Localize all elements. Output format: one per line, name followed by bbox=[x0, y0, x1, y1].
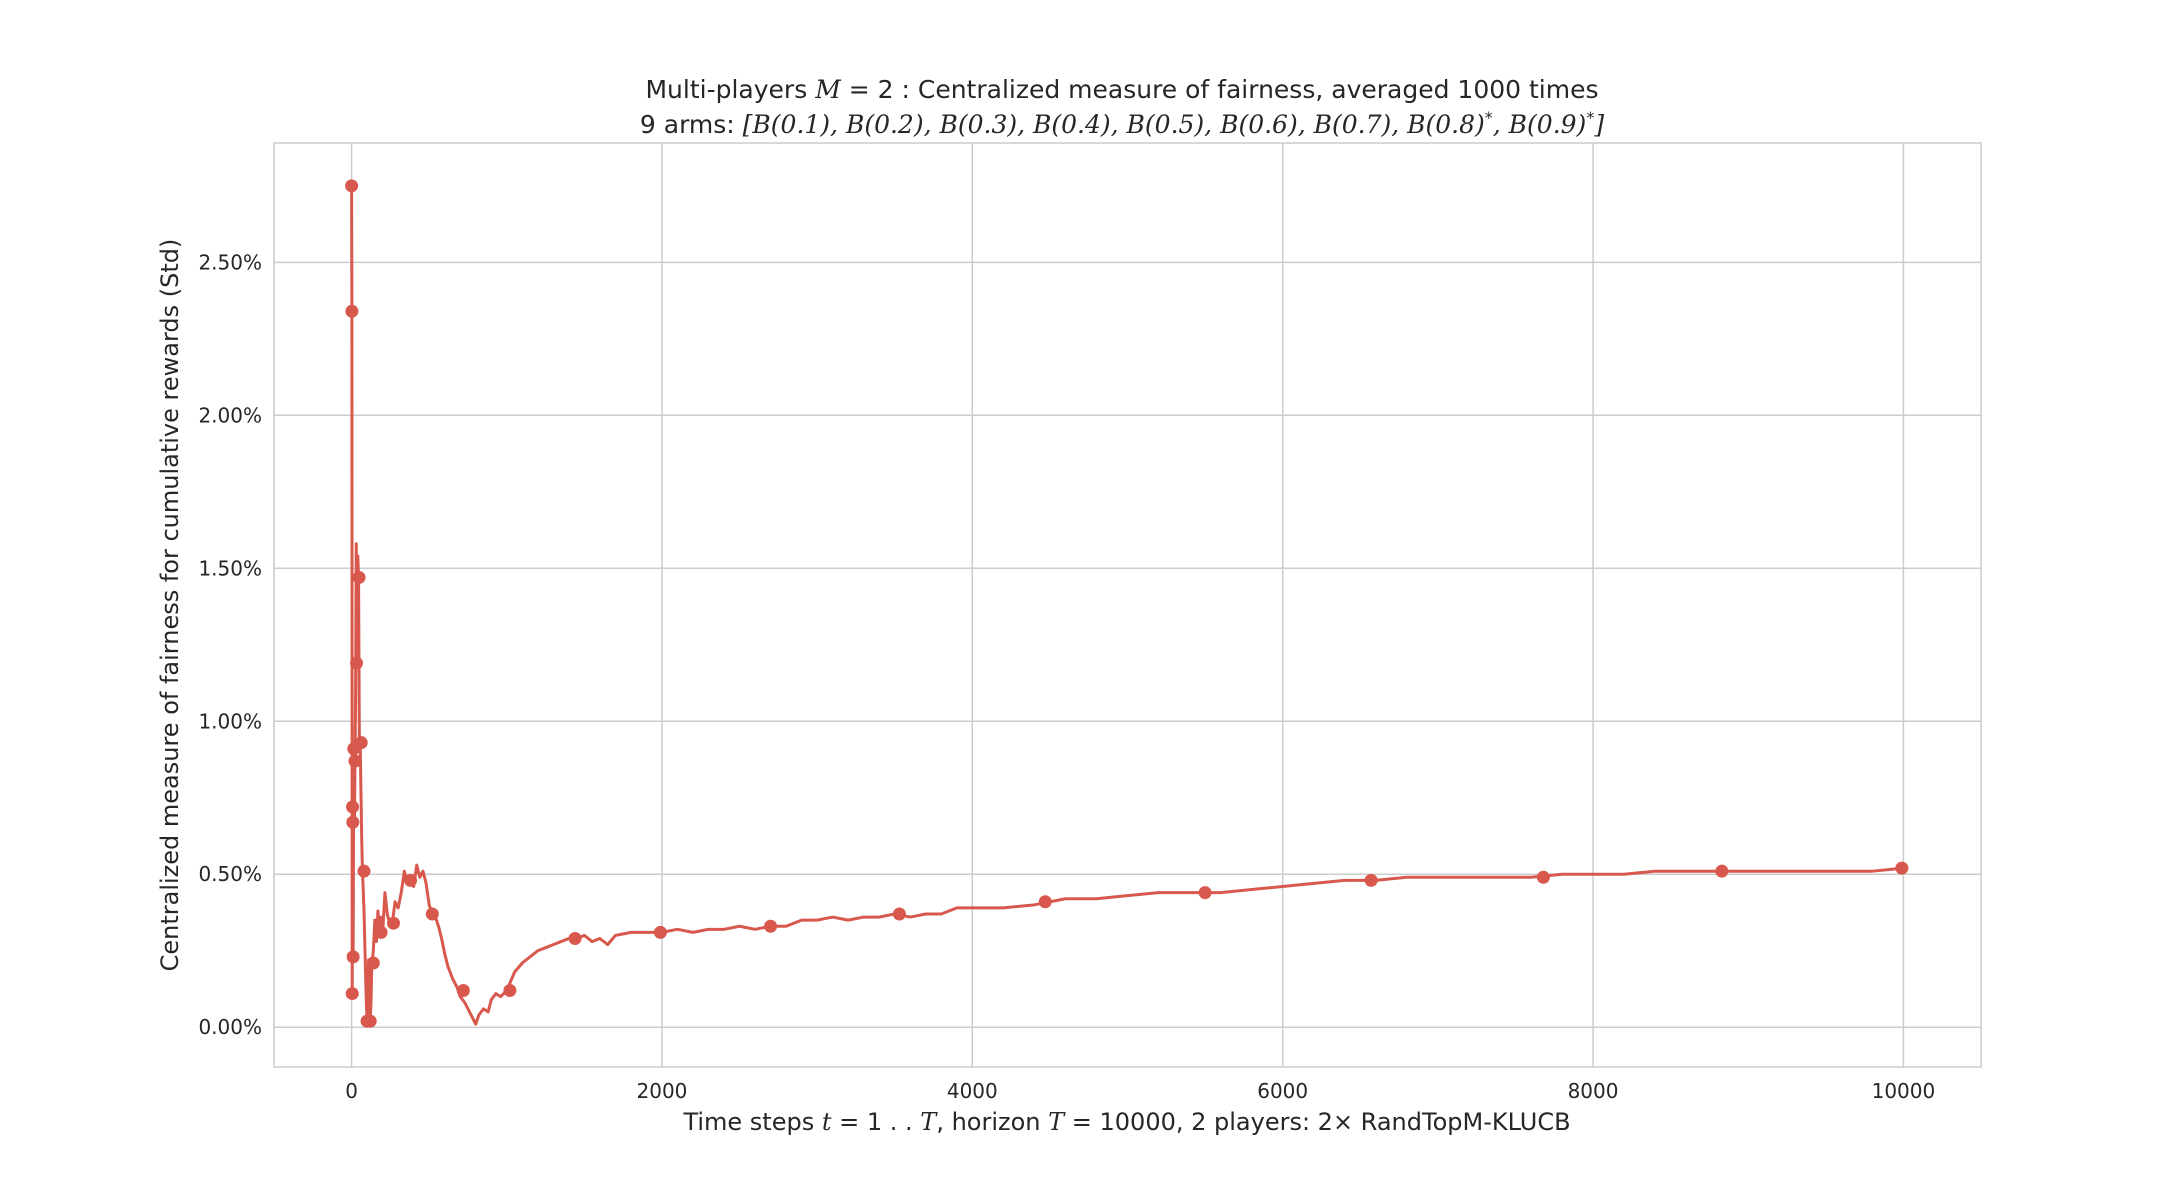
series-marker bbox=[346, 800, 360, 814]
series-marker bbox=[1198, 886, 1212, 900]
series-marker bbox=[456, 984, 470, 998]
x-tick-label: 4000 bbox=[947, 1079, 998, 1103]
series-marker bbox=[354, 736, 368, 750]
series-marker bbox=[503, 984, 517, 998]
y-axis-ticks: 0.00% 0.50% 1.00% 1.50% 2.00% 2.50% bbox=[198, 250, 262, 1039]
series-marker bbox=[345, 987, 359, 1001]
x-tick-label: 8000 bbox=[1568, 1079, 1619, 1103]
series-marker bbox=[357, 864, 371, 878]
series-marker bbox=[1536, 870, 1550, 884]
chart-title-line-2: 9 arms: [B(0.1), B(0.2), B(0.3), B(0.4),… bbox=[640, 108, 1604, 139]
x-tick-label: 10000 bbox=[1872, 1079, 1936, 1103]
y-tick-label: 2.00% bbox=[198, 403, 262, 427]
series-marker bbox=[374, 925, 388, 939]
series-marker bbox=[386, 916, 400, 930]
grid-lines bbox=[274, 143, 1981, 1067]
series-marker bbox=[653, 925, 667, 939]
series-marker bbox=[1715, 864, 1729, 878]
series-group bbox=[345, 179, 1909, 1028]
series-marker bbox=[366, 956, 380, 970]
series-marker bbox=[764, 919, 778, 933]
y-tick-label: 0.50% bbox=[198, 862, 262, 886]
series-marker bbox=[363, 1014, 377, 1028]
x-tick-label: 6000 bbox=[1257, 1079, 1308, 1103]
chart-title-line-1: Multi-players M = 2 : Centralized measur… bbox=[645, 75, 1598, 104]
y-tick-label: 0.00% bbox=[198, 1015, 262, 1039]
series-marker bbox=[350, 656, 364, 670]
y-axis-label: Centralized measure of fairness for cumu… bbox=[156, 239, 184, 972]
y-tick-label: 1.00% bbox=[198, 709, 262, 733]
series-marker bbox=[352, 570, 366, 584]
series-marker bbox=[348, 754, 362, 768]
x-tick-label: 2000 bbox=[637, 1079, 688, 1103]
series-line bbox=[350, 185, 1904, 1026]
series-marker bbox=[345, 304, 359, 318]
x-axis-ticks: 0 2000 4000 6000 8000 10000 bbox=[345, 1079, 1935, 1103]
series-marker bbox=[425, 907, 439, 921]
series-marker bbox=[568, 931, 582, 945]
series-marker bbox=[1364, 873, 1378, 887]
x-tick-label: 0 bbox=[345, 1079, 358, 1103]
plot-area bbox=[273, 142, 1982, 1068]
series-marker bbox=[1895, 861, 1909, 875]
series-marker bbox=[345, 179, 359, 193]
series-marker bbox=[892, 907, 906, 921]
series-marker bbox=[1038, 895, 1052, 909]
series-marker bbox=[346, 950, 360, 964]
series-marker bbox=[404, 873, 418, 887]
y-tick-label: 1.50% bbox=[198, 556, 262, 580]
y-tick-label: 2.50% bbox=[198, 250, 262, 274]
series-marker bbox=[346, 815, 360, 829]
x-axis-label: Time steps t = 1 . . T, horizon T = 1000… bbox=[682, 1108, 1570, 1136]
